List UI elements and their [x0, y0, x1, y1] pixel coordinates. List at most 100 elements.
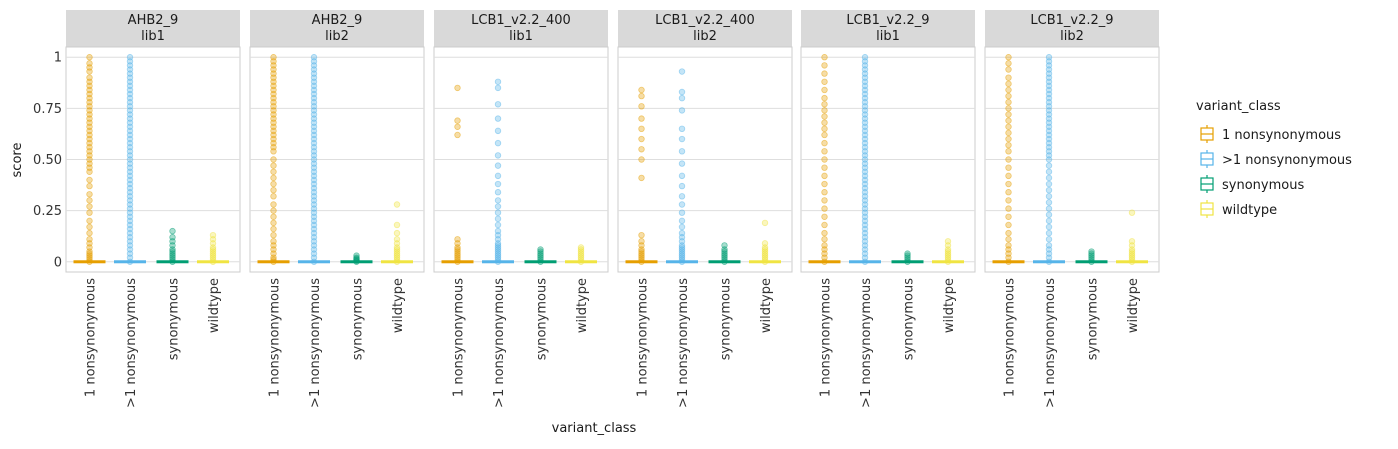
data-point-0-0-35 [86, 223, 93, 231]
data-point-5-0-23 [1005, 213, 1012, 220]
data-point-4-0-12 [821, 139, 828, 147]
facet-strip-label-line1: AHB2_9 [312, 13, 363, 28]
x-tick-label: 1 nonsynonymous [1003, 278, 1018, 397]
legend-entry-label: >1 nonsynonymous [1222, 153, 1352, 168]
median-bar-0-1 [114, 260, 146, 264]
data-point-5-1-36 [1045, 223, 1053, 231]
facet-strip-label-line1: LCB1_v2.2_400 [471, 13, 571, 28]
y-tick-label: 0.25 [33, 204, 62, 219]
data-point-3-0-0 [638, 86, 645, 94]
data-point-5-0-21 [1005, 197, 1012, 204]
data-point-3-0-6 [638, 146, 645, 153]
median-bar-4-0 [808, 260, 841, 264]
median-bar-2-3 [565, 260, 597, 264]
data-point-1-0-23 [270, 148, 277, 155]
data-point-0-0-27 [86, 168, 93, 175]
data-point-3-0-1 [638, 92, 645, 100]
median-bar-4-1 [849, 260, 881, 264]
data-point-5-0-15 [1005, 148, 1012, 155]
data-point-5-0-25 [1005, 229, 1012, 237]
data-point-5-0-10 [1005, 117, 1012, 124]
data-point-2-1-5 [494, 139, 502, 147]
data-point-1-0-28 [270, 180, 277, 188]
data-point-4-0-7 [821, 107, 828, 114]
data-point-1-0-25 [270, 162, 277, 169]
data-point-3-1-12 [678, 209, 686, 216]
facet-strip-label-line2: lib1 [876, 29, 900, 44]
data-point-5-0-8 [1005, 105, 1012, 112]
data-point-3-1-5 [678, 135, 686, 143]
data-point-5-1-29 [1045, 180, 1053, 188]
data-point-5-0-19 [1005, 180, 1012, 188]
y-tick-label: 0.75 [33, 102, 62, 117]
data-point-2-1-6 [494, 152, 502, 159]
data-point-3-3-0 [761, 219, 769, 227]
data-point-3-0-2 [638, 103, 645, 110]
data-point-3-0-9 [638, 231, 645, 239]
facet-strip-3 [618, 10, 792, 47]
data-point-5-0-1 [1005, 60, 1012, 67]
data-point-4-0-3 [821, 78, 828, 85]
data-point-3-1-11 [678, 201, 686, 208]
x-tick-label: >1 nonsynonymous [1043, 278, 1058, 408]
x-tick-label: 1 nonsynonymous [268, 278, 283, 397]
data-point-3-1-4 [678, 125, 686, 133]
data-point-1-0-31 [270, 201, 277, 208]
data-point-2-1-12 [494, 203, 502, 210]
x-tick-label: 1 nonsynonymous [452, 278, 467, 397]
data-point-4-0-6 [821, 101, 828, 108]
data-point-4-0-21 [821, 213, 828, 220]
data-point-4-0-8 [821, 113, 828, 120]
x-tick-label: synonymous [719, 278, 734, 360]
data-point-2-0-3 [454, 131, 461, 139]
data-point-5-0-13 [1005, 135, 1012, 143]
data-point-4-0-24 [821, 236, 828, 243]
data-point-4-0-1 [821, 62, 828, 69]
data-point-5-0-7 [1005, 99, 1012, 106]
data-point-2-1-10 [494, 189, 502, 196]
data-point-5-0-16 [1005, 156, 1012, 163]
legend-entry-label: synonymous [1222, 178, 1304, 193]
x-tick-label: synonymous [902, 278, 917, 360]
data-point-1-0-34 [270, 219, 277, 227]
x-tick-label: >1 nonsynonymous [124, 278, 139, 408]
data-point-5-3-0 [1128, 209, 1136, 216]
x-tick-label: synonymous [1086, 278, 1101, 360]
x-tick-label: wildtype [575, 278, 590, 333]
data-point-5-0-24 [1005, 221, 1012, 229]
facet-strip-4 [801, 10, 975, 47]
data-point-5-1-34 [1045, 211, 1053, 218]
median-bar-2-1 [482, 260, 514, 264]
x-tick-label: >1 nonsynonymous [676, 278, 691, 408]
median-bar-3-0 [625, 260, 658, 264]
x-tick-label: synonymous [167, 278, 182, 360]
data-point-4-0-11 [821, 131, 828, 139]
median-bar-3-2 [708, 260, 741, 264]
data-point-5-0-11 [1005, 123, 1012, 130]
data-point-3-1-0 [678, 68, 686, 75]
data-point-4-0-0 [821, 54, 828, 61]
data-point-5-0-0 [1005, 54, 1012, 61]
median-bar-3-1 [666, 260, 698, 264]
x-tick-label: >1 nonsynonymous [308, 278, 323, 408]
data-point-5-1-30 [1045, 186, 1053, 194]
median-bar-5-0 [992, 260, 1025, 264]
data-point-0-0-28 [86, 176, 93, 184]
y-tick-label: 1 [54, 51, 62, 66]
data-point-1-0-36 [270, 231, 277, 239]
data-point-3-0-3 [638, 115, 645, 122]
facet-strip-label-line2: lib2 [325, 29, 349, 44]
data-point-1-0-33 [270, 213, 277, 220]
facet-strip-label-line1: LCB1_v2.2_400 [655, 13, 755, 28]
data-point-5-1-28 [1045, 174, 1053, 182]
data-point-1-0-30 [270, 193, 277, 200]
y-tick-label: 0 [54, 255, 62, 270]
data-point-0-0-30 [86, 191, 93, 198]
data-point-4-0-20 [821, 205, 828, 212]
data-point-2-1-4 [494, 127, 502, 135]
data-point-2-1-0 [494, 78, 502, 85]
data-point-0-0-36 [86, 229, 93, 237]
facet-strip-1 [250, 10, 424, 47]
data-point-4-0-19 [821, 197, 828, 204]
data-point-2-0-1 [454, 117, 461, 124]
